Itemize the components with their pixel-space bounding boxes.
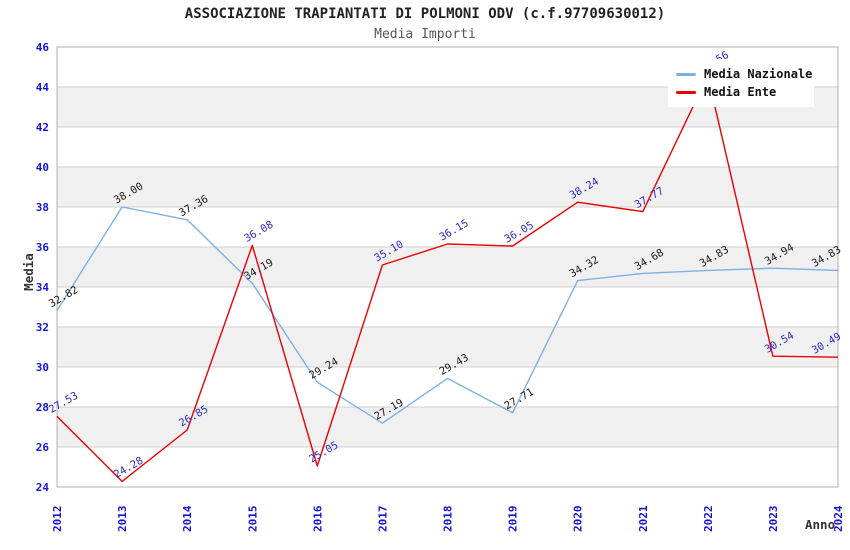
y-tick-label: 38	[36, 201, 49, 214]
media-nazionale-value-label: 32.82	[47, 284, 80, 310]
x-tick-label: 2014	[181, 505, 194, 532]
y-tick-label: 40	[36, 161, 49, 174]
x-tick-label: 2017	[376, 506, 389, 533]
legend-label-media-ente: Media Ente	[704, 85, 777, 99]
plot-band	[57, 167, 838, 207]
y-tick-label: 42	[36, 121, 49, 134]
y-tick-label: 28	[36, 401, 49, 414]
y-tick-label: 30	[36, 361, 49, 374]
media-ente-value-label: 36.15	[437, 217, 470, 243]
plot-band	[57, 407, 838, 447]
plot-band	[57, 327, 838, 367]
legend: Media Nazionale Media Ente	[668, 59, 814, 107]
x-axis-title: Anno	[805, 517, 836, 532]
media-nazionale-line	[56, 206, 839, 424]
chart-title: ASSOCIAZIONE TRAPIANTATI DI POLMONI ODV …	[184, 6, 666, 22]
y-tick-label: 36	[36, 241, 50, 254]
x-tick-label: 2024	[832, 505, 845, 532]
x-tick-label: 2016	[311, 505, 324, 532]
plot-band	[57, 247, 838, 287]
x-tick-label: 2012	[51, 506, 64, 533]
y-tick-label: 26	[36, 441, 50, 454]
legend-label-media-nazionale: Media Nazionale	[704, 67, 813, 81]
y-tick-label: 34	[36, 281, 50, 294]
media-ente-value-label: 36.08	[242, 219, 275, 245]
x-tick-label: 2023	[767, 506, 780, 533]
chart-subtitle: Media Importi	[374, 27, 476, 42]
plot-border	[56, 46, 839, 488]
x-tick-label: 2013	[116, 506, 129, 533]
x-tick-label: 2018	[442, 506, 455, 533]
media-ente-swatch	[676, 90, 696, 94]
legend-item-media-nazionale: Media Nazionale	[676, 66, 812, 82]
x-tick-label: 2015	[246, 506, 259, 533]
x-tick-label: 2022	[702, 506, 715, 533]
y-tick-label: 46	[36, 41, 50, 54]
x-tick-label: 2021	[637, 505, 650, 532]
y-tick-label: 32	[36, 321, 49, 334]
x-tick-label: 2019	[507, 506, 520, 533]
y-tick-label: 44	[36, 81, 50, 94]
media-nazionale-swatch	[676, 72, 696, 76]
legend-item-media-ente: Media Ente	[676, 84, 806, 100]
x-tick-label: 2020	[572, 506, 585, 533]
y-axis-title: Media	[21, 253, 36, 291]
y-tick-label: 24	[36, 481, 50, 494]
